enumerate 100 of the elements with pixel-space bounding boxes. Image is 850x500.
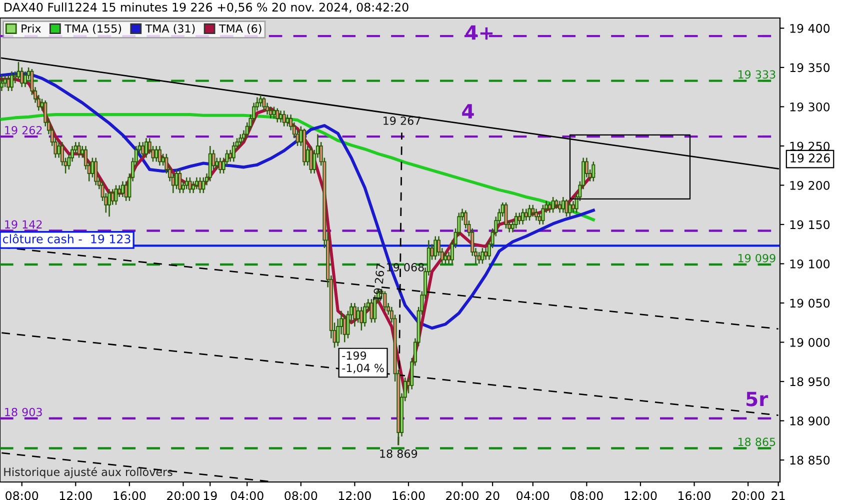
candlestick: [518, 212, 522, 226]
candlestick: [13, 70, 17, 84]
y-tick-label: 18 850: [790, 456, 830, 465]
candlestick: [504, 202, 508, 230]
candlestick: [118, 184, 122, 198]
annotation: Historique ajusté aux rollovers: [4, 467, 172, 478]
candlestick: [444, 251, 448, 264]
candlestick: [541, 204, 545, 226]
candlestick: [524, 208, 528, 222]
candlestick: [141, 141, 145, 158]
candlestick: [120, 180, 124, 198]
candlestick: [10, 70, 14, 92]
annotation: 19 267: [372, 264, 385, 301]
candlestick: [309, 145, 313, 174]
candlestick: [286, 114, 290, 127]
y-tick-label: 19 200: [790, 180, 830, 190]
candlestick: [528, 204, 532, 222]
candlestick: [238, 134, 242, 147]
candlestick: [16, 61, 20, 80]
candlestick: [268, 106, 272, 120]
candlestick: [383, 290, 387, 312]
candlestick: [57, 141, 61, 158]
candlestick: [538, 212, 542, 226]
candlestick: [232, 141, 236, 162]
x-tick-label: 16:00: [392, 491, 425, 500]
ref-line-label: 19 099: [738, 254, 776, 262]
candlestick: [521, 208, 525, 226]
y-tick-label: 19 100: [790, 259, 830, 268]
x-tick-label: 08:00: [284, 491, 318, 500]
candlestick: [194, 176, 198, 190]
candlestick: [278, 110, 282, 124]
ref-line-label: 18 903: [5, 408, 42, 416]
x-tick-label: 12:00: [624, 491, 657, 500]
annotation: 19 267: [384, 116, 420, 125]
y-tick-label: 18 900: [790, 416, 830, 426]
x-tick-label: 04:00: [516, 491, 550, 500]
candlestick: [192, 180, 196, 194]
candlestick: [282, 110, 286, 127]
ref-line-label: 19 333: [738, 70, 776, 79]
x-tick-label: 21: [772, 491, 785, 500]
candlestick: [484, 247, 488, 260]
candlestick: [202, 176, 206, 194]
text: 19 226: [790, 154, 830, 162]
y-tick-label: 19 400: [790, 24, 830, 33]
x-tick-label: 16:00: [678, 491, 710, 500]
candlestick: [90, 157, 94, 178]
candlestick: [554, 198, 558, 210]
x-tick-label: 12:00: [338, 491, 371, 500]
ref-line-label: clôture cash - 19 123: [2, 234, 130, 244]
candlestick: [363, 302, 367, 328]
legend-label: TMA (6): [218, 24, 262, 34]
candlestick: [77, 141, 81, 158]
candlestick: [477, 251, 481, 264]
annotation: 4: [462, 104, 474, 118]
x-tick-label: 20: [486, 491, 500, 500]
candlestick: [568, 200, 572, 218]
y-tick-label: 19 300: [790, 102, 830, 112]
x-tick-label: 20:00: [167, 491, 200, 500]
x-tick-label: 08:00: [6, 491, 38, 500]
annotation: 5r: [746, 392, 768, 406]
annotation: -199 -1,04 %: [342, 351, 384, 374]
x-tick-label: 12:00: [60, 491, 92, 500]
candlestick: [0, 74, 4, 92]
candlestick: [276, 108, 280, 124]
candlestick: [144, 137, 148, 158]
candlestick: [174, 168, 178, 190]
candlestick: [23, 70, 27, 88]
candlestick: [360, 306, 364, 332]
candlestick: [208, 145, 212, 182]
candlestick: [94, 157, 98, 186]
annotation: 18 869: [380, 449, 418, 458]
candlestick: [218, 157, 222, 174]
x-tick-label: 04:00: [230, 491, 264, 500]
legend-label: TMA (31): [145, 24, 195, 34]
x-tick-label: 19: [204, 491, 217, 500]
ref-line-label: 18 865: [738, 438, 776, 446]
ref-line-label: 19 142: [5, 220, 42, 229]
candlestick: [188, 176, 192, 194]
candlestick: [558, 200, 562, 214]
candlestick: [262, 96, 266, 112]
x-tick-label: 20:00: [732, 491, 764, 500]
y-tick-label: 19 000: [790, 338, 830, 347]
x-tick-label: 20:00: [446, 491, 479, 500]
candlestick: [514, 212, 518, 230]
x-tick-label: 16:00: [114, 491, 146, 500]
legend-label: TMA (155): [64, 24, 122, 34]
y-tick-label: 18 950: [790, 377, 830, 386]
y-tick-label: 19 150: [790, 220, 830, 230]
candlestick: [480, 247, 484, 264]
candlestick: [434, 236, 438, 260]
line-series: [0, 72, 595, 330]
candlestick: [154, 145, 158, 162]
candlestick: [531, 204, 535, 218]
candlestick: [158, 145, 162, 166]
x-tick-label: 08:00: [570, 491, 603, 500]
candlestick: [228, 149, 232, 162]
candlestick: [564, 198, 568, 218]
candlestick: [592, 161, 596, 182]
candlestick: [548, 202, 552, 214]
y-tick-label: 19 050: [790, 298, 830, 308]
